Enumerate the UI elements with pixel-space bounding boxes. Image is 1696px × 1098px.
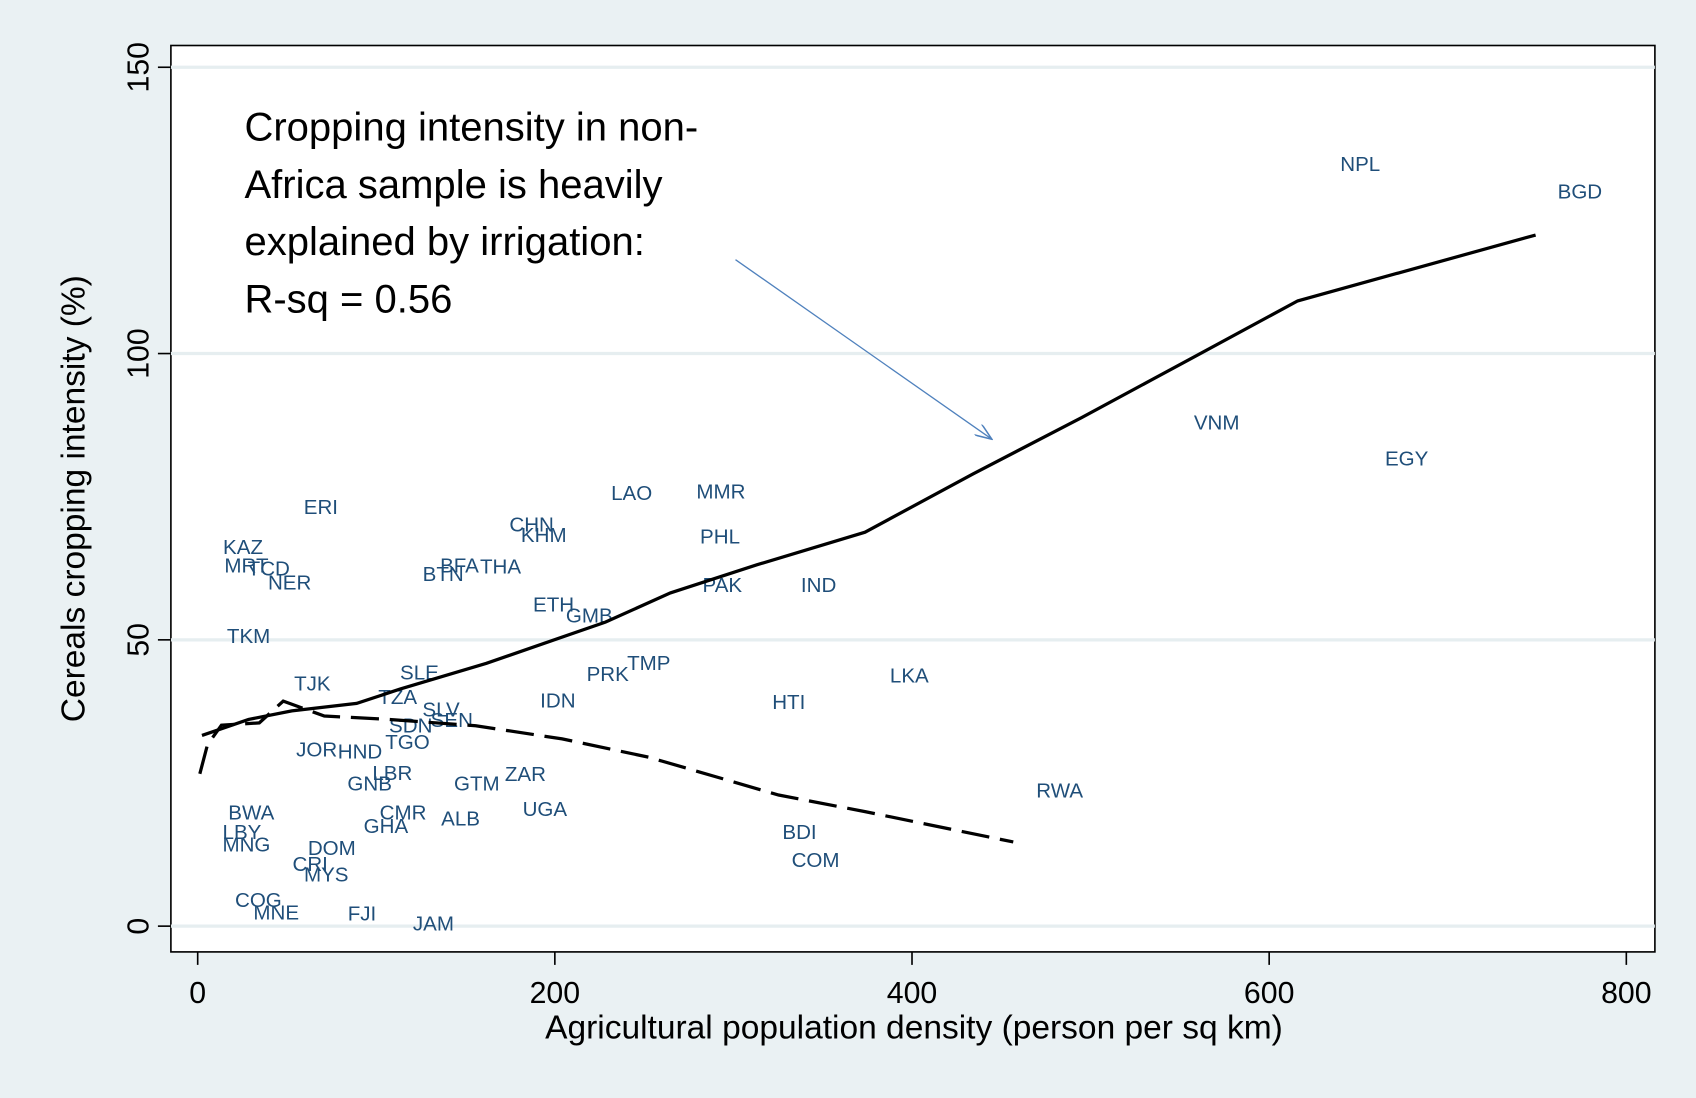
point-label: COM [792, 849, 840, 872]
point-label: SLE [400, 662, 439, 685]
point-label: MMR [696, 481, 745, 504]
point-label: BFA [440, 555, 479, 578]
point-label: UGA [523, 798, 568, 821]
point-label: VNM [1194, 411, 1240, 434]
point-label: LAO [611, 482, 652, 505]
y-tick-label: 100 [123, 328, 156, 379]
point-label: GMB [566, 604, 613, 627]
point-label: PRK [587, 663, 630, 686]
point-label: KHM [521, 524, 567, 547]
fit-line [198, 699, 1014, 844]
point-label: MRT [224, 555, 269, 578]
annotation-arrow [735, 259, 992, 440]
point-label: RWA [1036, 780, 1083, 803]
x-axis-title: Agricultural population density (person … [545, 1010, 1283, 1047]
annotation-line: explained by irrigation: [244, 220, 644, 264]
point-label: ZAR [505, 763, 546, 786]
point-label: JOR [296, 738, 337, 761]
point-label: TCD [248, 557, 290, 580]
point-label: GHA [364, 815, 409, 838]
point-label: KAZ [223, 536, 263, 559]
point-label: ETH [533, 593, 574, 616]
point-label: LBR [372, 762, 412, 785]
point-label: MNE [253, 902, 299, 925]
y-tick-label: 50 [123, 623, 156, 657]
point-label: NER [268, 572, 311, 595]
point-label: LBY [223, 821, 262, 844]
y-axis-title: Cereals cropping intensity (%) [56, 275, 93, 722]
point-label: LKA [890, 664, 929, 687]
grid: 0 50 100 150 0 200 400 600 800 [123, 42, 1655, 1010]
x-tick-label: 600 [1244, 977, 1295, 1010]
y-tick-label: 0 [123, 918, 156, 935]
point-label: BTN [423, 563, 464, 586]
x-tick-label: 200 [530, 977, 581, 1010]
x-tick-label: 800 [1601, 977, 1652, 1010]
point-label: ERI [304, 496, 338, 519]
x-tick-label: 400 [887, 977, 937, 1010]
annotation-line: R-sq = 0.56 [244, 277, 452, 321]
point-label: NPL [1340, 153, 1380, 176]
y-tick-label: 150 [123, 42, 156, 92]
point-label: BDI [782, 821, 816, 844]
fit-line [201, 233, 1537, 738]
point-label: FJI [348, 903, 377, 926]
x-tick-label: 0 [189, 977, 206, 1010]
point-label: IND [801, 574, 836, 597]
point-label: CHN [509, 513, 554, 536]
annotation: Cropping intensity in non- Africa sample … [244, 105, 698, 321]
point-label: IDN [540, 690, 575, 713]
point-label: MYS [304, 864, 349, 887]
point-label: SEN [431, 709, 473, 732]
point-label: GNB [347, 773, 392, 796]
point-label: THA [480, 556, 521, 579]
point-label: TKM [227, 625, 270, 648]
point-label: HTI [772, 691, 805, 714]
point-label: GTM [454, 773, 500, 796]
point-label: MNG [222, 833, 270, 856]
annotation-line: Africa sample is heavily [244, 163, 662, 207]
point-label: BWA [228, 801, 274, 824]
point-label: SLV [422, 698, 460, 721]
point-label: BGD [1558, 181, 1603, 204]
plot-area [170, 44, 1656, 953]
point-label: CRI [292, 853, 327, 876]
point-label: EGY [1385, 447, 1429, 470]
point-label: DOM [308, 837, 356, 860]
point-label: CMR [380, 801, 427, 824]
point-label: HND [338, 741, 383, 764]
point-label: JAM [413, 912, 454, 935]
point-label: TGO [385, 731, 430, 754]
marks: NPLBGDVNMEGYRWALKAHTIBDICOMINDPAKPHLMMRL… [198, 153, 1603, 935]
point-label: TJK [294, 673, 331, 696]
point-label: COG [235, 889, 282, 912]
point-label: ALB [441, 808, 480, 831]
point-label: PHL [700, 525, 740, 548]
point-label: TMP [627, 652, 670, 675]
annotation-line: Cropping intensity in non- [244, 105, 698, 149]
